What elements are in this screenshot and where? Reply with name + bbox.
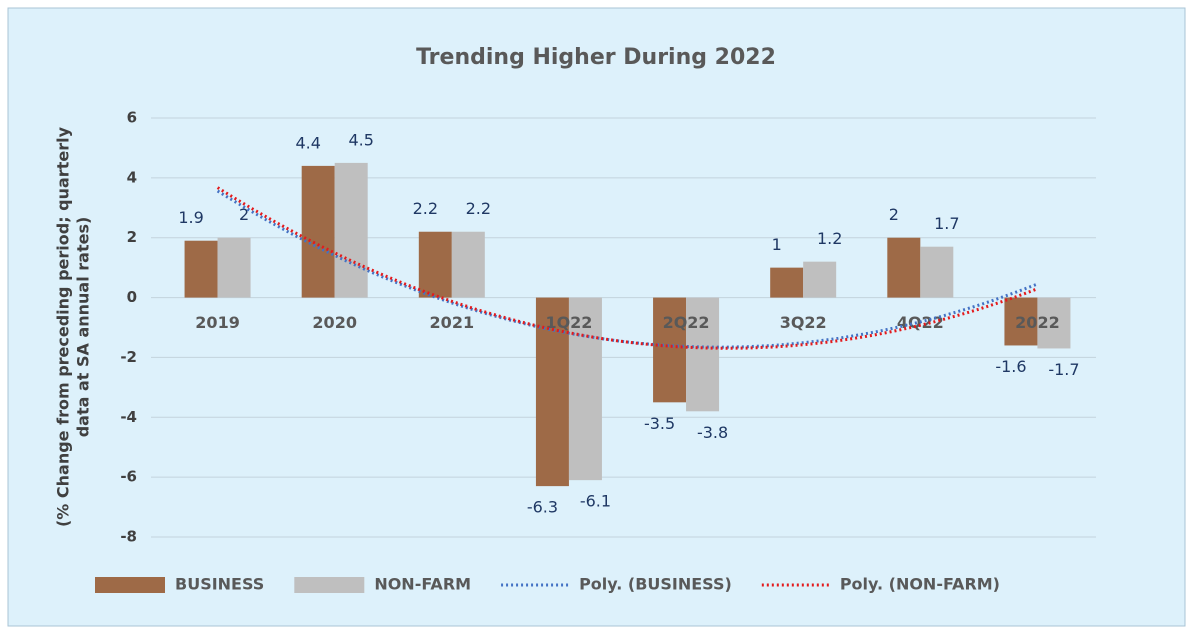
y-tick-label: 6 [127, 109, 137, 127]
y-tick-label: -2 [120, 348, 137, 366]
legend-swatch [95, 577, 165, 593]
legend-label: Poly. (BUSINESS) [579, 575, 732, 594]
data-label: -6.3 [527, 498, 558, 517]
y-tick-label: -6 [120, 468, 137, 486]
bar [653, 297, 687, 403]
data-label: 1.7 [934, 214, 959, 233]
bar [686, 297, 720, 412]
chart-title: Trending Higher During 2022 [416, 45, 776, 70]
data-label: 1.9 [178, 208, 203, 227]
y-tick-label: 2 [127, 228, 137, 246]
data-label: 2 [239, 205, 249, 224]
bar [803, 261, 837, 298]
x-tick-label: 2021 [430, 313, 475, 332]
data-label: -1.7 [1048, 360, 1079, 379]
legend-label: Poly. (NON-FARM) [840, 575, 1000, 594]
legend-label: BUSINESS [175, 575, 264, 594]
y-tick-label: 4 [127, 168, 137, 186]
data-label: -3.5 [644, 414, 675, 433]
legend-label: NON-FARM [374, 575, 471, 594]
bar [184, 240, 218, 298]
y-axis-title: (% Change from preceding period; quarter… [54, 126, 93, 527]
bar [301, 165, 335, 298]
bar [334, 162, 368, 298]
legend-swatch [294, 577, 365, 593]
data-label: -1.6 [995, 357, 1026, 376]
bar [1037, 297, 1071, 349]
bar [568, 297, 602, 481]
x-tick-label: 2019 [195, 313, 240, 332]
x-tick-label: 2020 [312, 313, 357, 332]
bar [418, 231, 452, 298]
data-label: 4.5 [348, 130, 373, 149]
bar [770, 267, 804, 298]
data-label: 2 [889, 205, 899, 224]
bar [887, 237, 921, 298]
y-axis-title-line: (% Change from preceding period; quarter… [54, 126, 73, 527]
data-label: 2.2 [466, 199, 491, 218]
data-label: 4.4 [295, 133, 320, 152]
data-label: -6.1 [580, 492, 611, 511]
data-label: -3.8 [697, 423, 728, 442]
bar [1004, 297, 1038, 346]
bar [217, 237, 251, 298]
data-label: 1.2 [817, 229, 842, 248]
x-tick-label: 3Q22 [780, 313, 827, 332]
x-tick-label: 2022 [1015, 313, 1060, 332]
data-label: 1 [772, 235, 782, 254]
bar [451, 231, 485, 298]
bar [920, 246, 954, 298]
y-tick-label: -4 [120, 408, 137, 426]
y-axis-title-line: data at SA annual rates) [74, 217, 93, 438]
x-tick-label: 1Q22 [545, 313, 592, 332]
data-label: 2.2 [413, 199, 438, 218]
y-tick-label: 0 [127, 288, 137, 306]
y-tick-label: -8 [120, 528, 137, 546]
trendline [216, 186, 1038, 350]
x-tick-label: 2Q22 [663, 313, 710, 332]
